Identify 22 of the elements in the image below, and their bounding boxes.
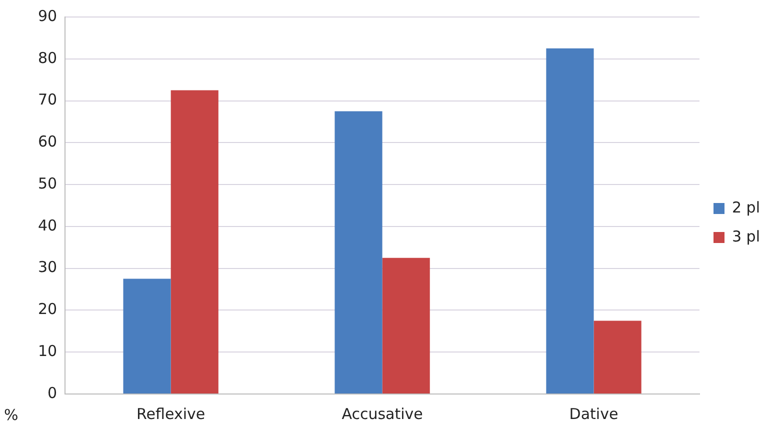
y-axis-title: % (4, 406, 18, 424)
y-tick-label: 60 (38, 132, 58, 151)
y-tick-label: 50 (38, 174, 58, 192)
x-tick-label: Reflexive (136, 404, 206, 423)
y-tick-label: 40 (38, 216, 58, 234)
y-tick-label: 80 (38, 48, 58, 67)
y-tick-label: 30 (38, 258, 58, 276)
bar (170, 90, 218, 394)
bar (594, 320, 642, 394)
y-tick-label: 90 (38, 6, 58, 25)
y-tick-label: 0 (48, 384, 58, 402)
x-tick-label: Dative (569, 404, 618, 423)
y-tick-label: 10 (38, 342, 58, 360)
y-tick-label: 20 (38, 300, 58, 318)
legend-label: 2 pl (732, 198, 760, 216)
legend-label: 3 pl (732, 227, 760, 246)
x-tick-label: Accusative (342, 404, 423, 423)
bar (546, 48, 594, 394)
bar (382, 258, 430, 394)
bar (334, 111, 382, 394)
bar (123, 278, 171, 394)
y-tick-label: 70 (38, 90, 58, 109)
